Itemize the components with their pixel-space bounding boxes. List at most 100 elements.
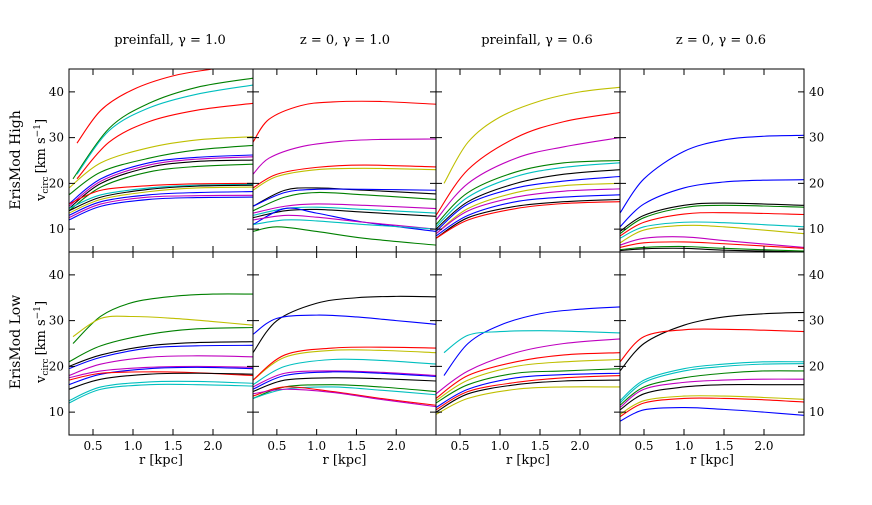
x-tick-label: 1.0	[674, 439, 693, 453]
series-line-4	[253, 164, 436, 189]
series-line-9	[436, 379, 620, 413]
series-line-3	[69, 326, 253, 363]
curve-group	[253, 100, 436, 246]
series-line-9	[69, 159, 253, 209]
series-line-11	[436, 198, 620, 239]
series-line-2	[253, 138, 436, 175]
series-line-13	[253, 219, 436, 230]
column-title-4: z = 0, γ = 0.6	[676, 33, 766, 48]
y-tick-label-right: 40	[809, 268, 824, 282]
series-line-12	[69, 383, 253, 404]
series-line-5	[69, 344, 253, 370]
series-line-10	[436, 386, 620, 415]
panel-frame	[252, 251, 437, 436]
x-axis-label: r [kpc]	[139, 453, 183, 468]
series-line-3	[253, 349, 436, 381]
ylabel-high: vcirc [km s−1]	[33, 119, 51, 202]
x-axis-label: r [kpc]	[506, 453, 550, 468]
row-label-low: ErisMod Low	[8, 295, 24, 389]
panel-r1-c4: 10 20 30 40	[619, 68, 824, 253]
ylabel-low-text: vcirc [km s−1]	[33, 301, 51, 384]
x-tick-label: 0.5	[267, 439, 286, 453]
series-line-10	[253, 386, 436, 399]
curve-group	[436, 86, 620, 239]
panel-r1-c3	[435, 68, 621, 253]
y-tick-label-right: 20	[809, 359, 824, 373]
series-line-1	[253, 100, 436, 143]
y-tick-label: 40	[49, 268, 64, 282]
series-line-9	[253, 206, 436, 216]
panel-r2-c3: 0.5 1.0 1.5 2.0 r [kpc]	[435, 251, 621, 468]
series-line-11	[69, 182, 253, 205]
series-line-16	[69, 194, 253, 219]
series-line-9	[436, 188, 620, 235]
series-line-3	[436, 137, 620, 221]
series-line-5	[253, 358, 436, 386]
row-label-high-text: ErisMod High	[8, 110, 24, 209]
series-line-7	[620, 224, 804, 244]
y-tick-label: 10	[49, 222, 64, 236]
series-line-17	[69, 196, 253, 221]
series-line-7	[69, 365, 253, 379]
ylabel-unit: [km s	[34, 137, 49, 173]
series-line-3	[436, 338, 620, 395]
panels: 10 20 30 40 10 20 30 40 0.5 1.0 1.5 2.0 10 20 30 40 r [k…	[49, 68, 824, 468]
series-line-3	[620, 202, 804, 232]
x-axis-label: r [kpc]	[690, 453, 734, 468]
ylabel-low: vcirc [km s−1]	[33, 301, 51, 384]
series-line-10	[69, 372, 253, 390]
series-line-1	[443, 86, 620, 184]
series-line-2	[253, 314, 436, 335]
curve-group	[620, 134, 804, 252]
series-line-6	[436, 169, 620, 230]
y-tick-label-right: 10	[809, 405, 824, 419]
x-tick-label: 1.0	[490, 439, 509, 453]
series-line-1	[76, 69, 214, 144]
x-tick-label: 2.0	[570, 439, 589, 453]
ylabel-unit: [km s	[34, 319, 49, 355]
series-line-6	[69, 355, 253, 377]
column-title-2: z = 0, γ = 1.0	[300, 33, 390, 48]
series-line-4	[620, 363, 804, 404]
series-line-1	[253, 295, 436, 353]
row-label-high: ErisMod High	[8, 110, 24, 209]
panel-frame	[435, 251, 621, 436]
y-tick-label-right: 40	[809, 85, 824, 99]
row-label-low-text: ErisMod Low	[8, 295, 24, 389]
y-tick-label-right: 30	[809, 314, 824, 328]
ylabel-high-text: vcirc [km s−1]	[33, 119, 51, 202]
y-tick-label-right: 20	[809, 176, 824, 190]
series-line-7	[436, 372, 620, 409]
panel-frame	[619, 68, 805, 253]
curve-group	[436, 306, 620, 415]
x-tick-label: 0.5	[634, 439, 653, 453]
series-line-12	[436, 201, 620, 239]
x-axis-label: r [kpc]	[323, 453, 367, 468]
series-line-8	[253, 203, 436, 214]
series-line-8	[620, 236, 804, 248]
series-line-8	[436, 182, 620, 235]
x-tick-label: 1.5	[163, 439, 182, 453]
series-line-6	[436, 368, 620, 404]
series-line-6	[620, 378, 804, 408]
panel-r1-c2	[252, 68, 437, 253]
series-line-7	[253, 371, 436, 390]
series-line-5	[436, 162, 620, 228]
series-line-2	[72, 315, 253, 338]
series-line-5	[69, 136, 253, 189]
series-line-15	[69, 191, 253, 216]
series-line-6	[620, 221, 804, 239]
series-line-5	[253, 187, 436, 207]
series-line-10	[436, 194, 620, 237]
y-tick-label: 20	[49, 176, 64, 190]
series-line-2	[72, 77, 253, 180]
series-line-13	[69, 184, 253, 212]
ylabel-sub: circ	[41, 176, 51, 193]
series-line-2	[436, 111, 620, 216]
series-line-4	[253, 346, 436, 381]
curve-group	[69, 69, 253, 221]
series-line-2	[620, 179, 804, 228]
ylabel-exp: −1	[33, 306, 43, 319]
ylabel-v: v	[34, 193, 49, 202]
